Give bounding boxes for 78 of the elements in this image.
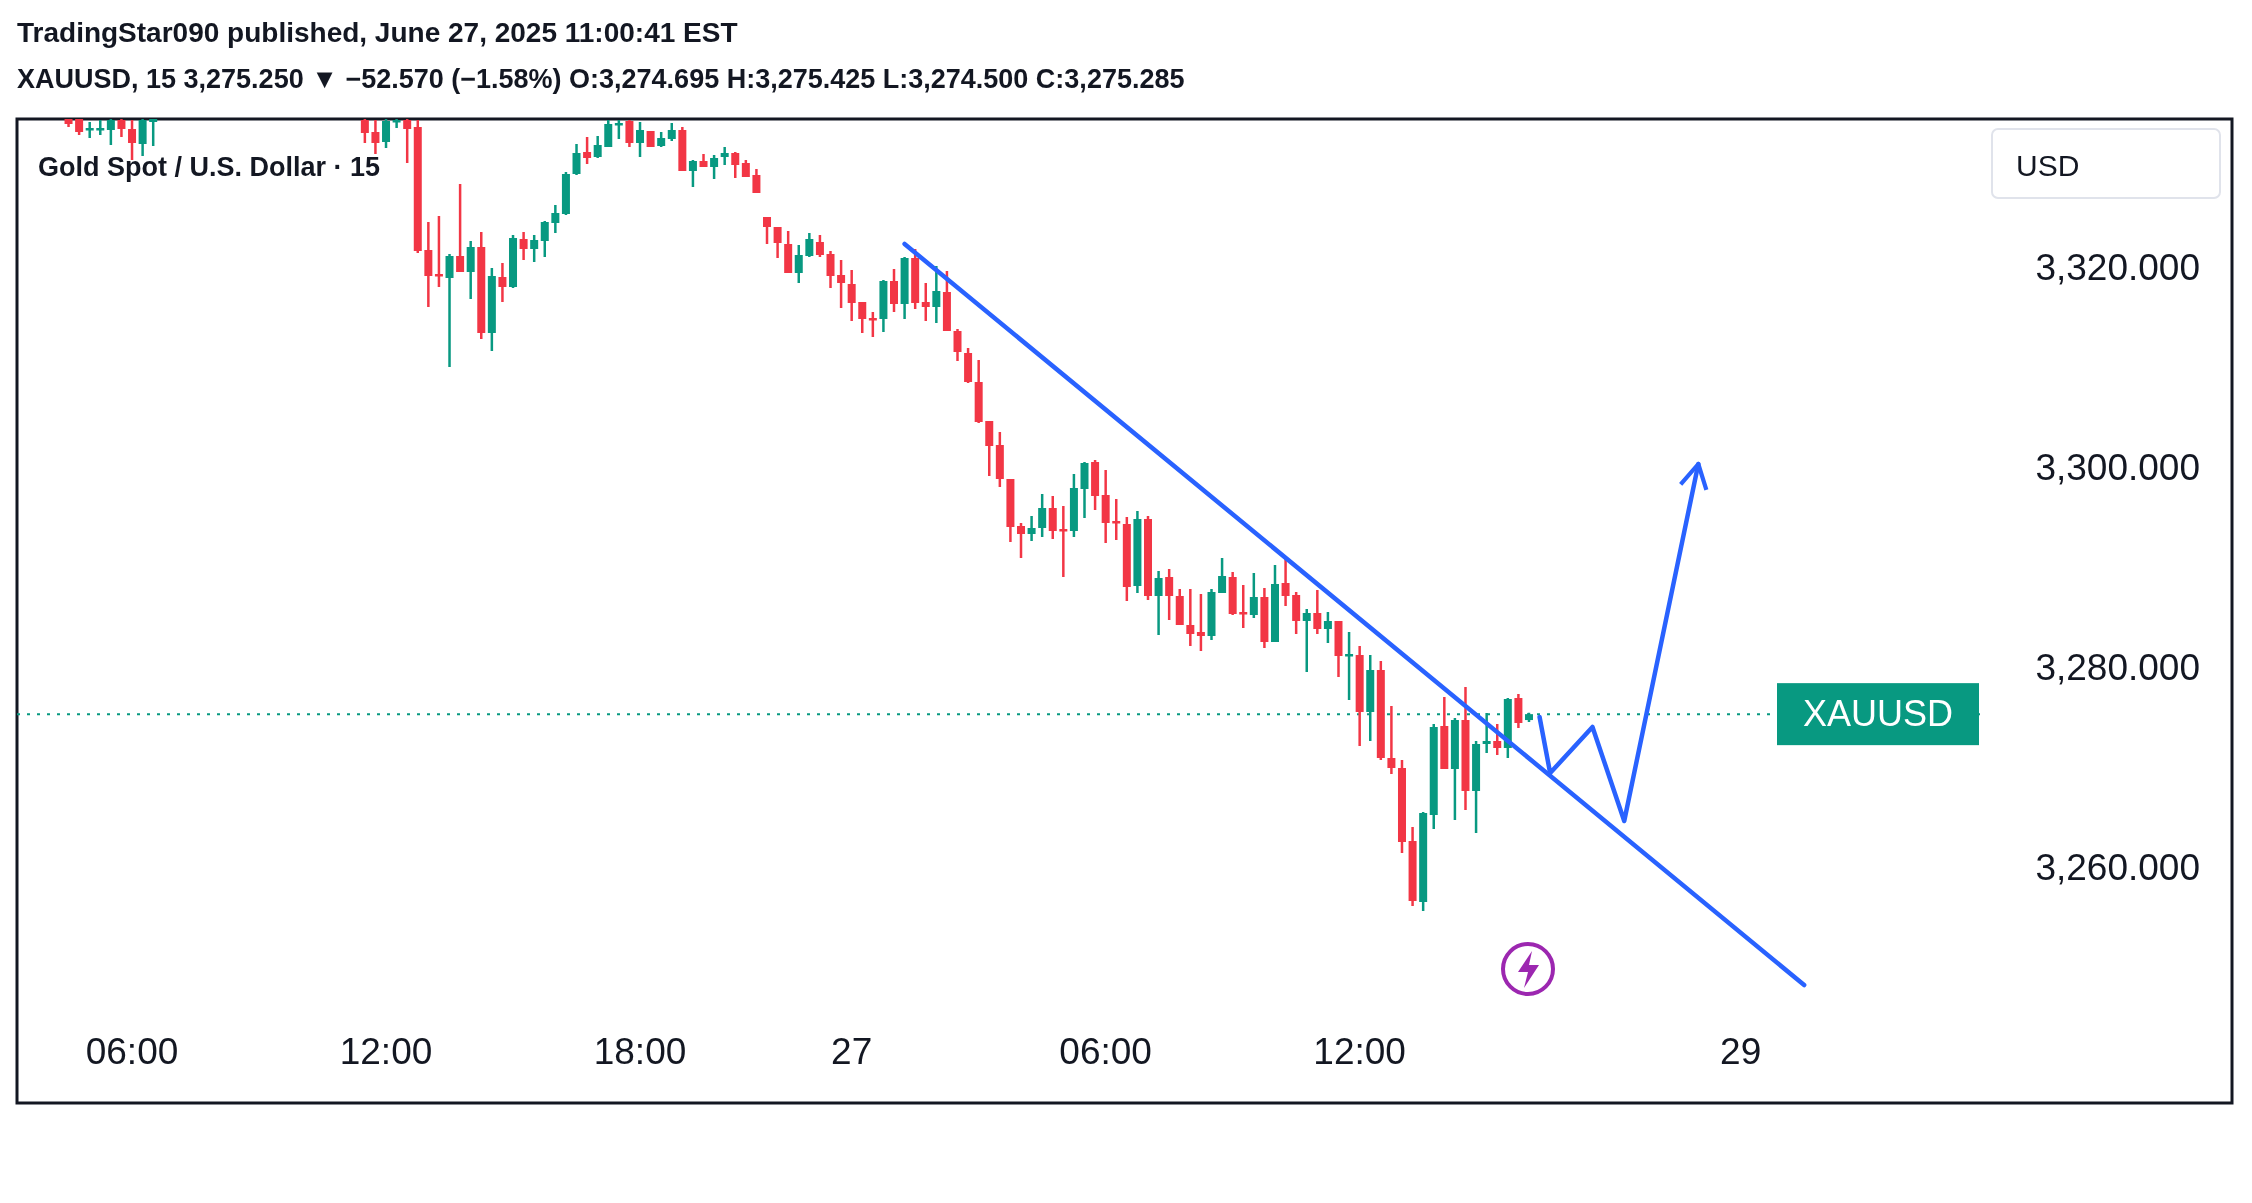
candlestick <box>371 119 380 156</box>
x-tick-label: 12:00 <box>339 1031 433 1072</box>
x-tick-label: 12:00 <box>1313 1031 1406 1072</box>
ref-line-label: XAUUSD <box>1802 693 1954 735</box>
candlestick <box>815 233 824 259</box>
candlestick <box>1027 514 1036 543</box>
candlestick <box>1239 583 1248 630</box>
candlestick <box>688 158 697 189</box>
candlestick <box>890 267 899 314</box>
candlestick <box>583 135 592 166</box>
candlestick <box>1038 492 1047 539</box>
candlestick <box>1345 630 1354 702</box>
candlestick <box>1059 504 1068 579</box>
x-tick-label: 06:00 <box>1059 1031 1152 1072</box>
candlestick <box>1165 567 1174 622</box>
annotation: Gold Spot / U.S. Dollar · 15 <box>38 152 381 182</box>
x-tick-label: 29 <box>1720 1031 1762 1072</box>
candlestick <box>1017 521 1025 560</box>
candlestick <box>1196 592 1205 653</box>
candlestick <box>953 327 962 363</box>
x-tick-label: 27 <box>831 1031 873 1072</box>
candlestick <box>794 243 803 285</box>
candlestick <box>572 142 581 177</box>
candlestick <box>434 214 443 289</box>
candlestick <box>551 203 560 235</box>
candlestick <box>1302 607 1311 674</box>
candlestick <box>636 120 645 159</box>
candlestick <box>403 119 412 165</box>
candlestick <box>85 120 94 140</box>
candlestick <box>1387 704 1396 776</box>
candlestick <box>540 219 549 259</box>
candlestick <box>149 119 158 148</box>
y-tick-label: 3,320.000 <box>2035 247 2200 288</box>
x-tick-label: 06:00 <box>85 1031 179 1072</box>
candlestick <box>1112 497 1121 542</box>
candlestick <box>456 182 465 274</box>
candlestick <box>1048 494 1057 541</box>
candlestick <box>382 119 391 150</box>
y-tick-label: 3,280.000 <box>2035 647 2200 688</box>
candlestick <box>360 119 369 145</box>
candlestick <box>1218 556 1227 595</box>
candlestick <box>530 233 539 264</box>
candlestick <box>1154 569 1163 637</box>
candlestick <box>519 230 528 262</box>
candlestick <box>710 153 719 181</box>
candlestick <box>1281 557 1290 608</box>
candlestick <box>625 119 634 149</box>
candlestick <box>1186 587 1195 648</box>
candlestick <box>731 150 740 180</box>
y-axis-title: USD <box>2016 149 2080 182</box>
chart-subtitle: XAUUSD, 15 3,275.250 ▼ −52.570 (−1.58%) O:3,274.695 H:3,275.425 L:3,274.500 C:3,275.285 <box>17 64 1185 94</box>
candlestick <box>392 119 401 130</box>
y-tick-label: 3,260.000 <box>2035 847 2200 888</box>
candlestick <box>826 249 835 290</box>
candlestick <box>858 300 867 335</box>
candlestick <box>593 134 602 160</box>
candlestick <box>805 231 814 259</box>
candlestick <box>614 119 623 141</box>
candlestick <box>837 258 846 310</box>
candlestick <box>932 264 941 325</box>
candlestick <box>763 215 772 246</box>
candlestick <box>604 119 613 149</box>
candlestick <box>138 119 147 158</box>
candlestick <box>445 252 454 369</box>
x-tick-label: 18:00 <box>593 1031 687 1072</box>
candlestick <box>868 310 877 339</box>
candlestick <box>1323 610 1332 645</box>
candlestick <box>96 119 105 137</box>
candlestick <box>106 119 115 147</box>
y-tick-label: 3,300.000 <box>2035 447 2200 488</box>
chart-title: TradingStar090 published, June 27, 2025 11:00:41 EST <box>17 17 738 48</box>
candlestick <box>720 145 729 167</box>
candlestick <box>498 261 507 304</box>
candlestick <box>773 225 782 260</box>
candlestick <box>847 268 856 323</box>
candlestick <box>1313 588 1322 636</box>
candlestick <box>921 281 930 323</box>
candlestick <box>1249 571 1258 620</box>
